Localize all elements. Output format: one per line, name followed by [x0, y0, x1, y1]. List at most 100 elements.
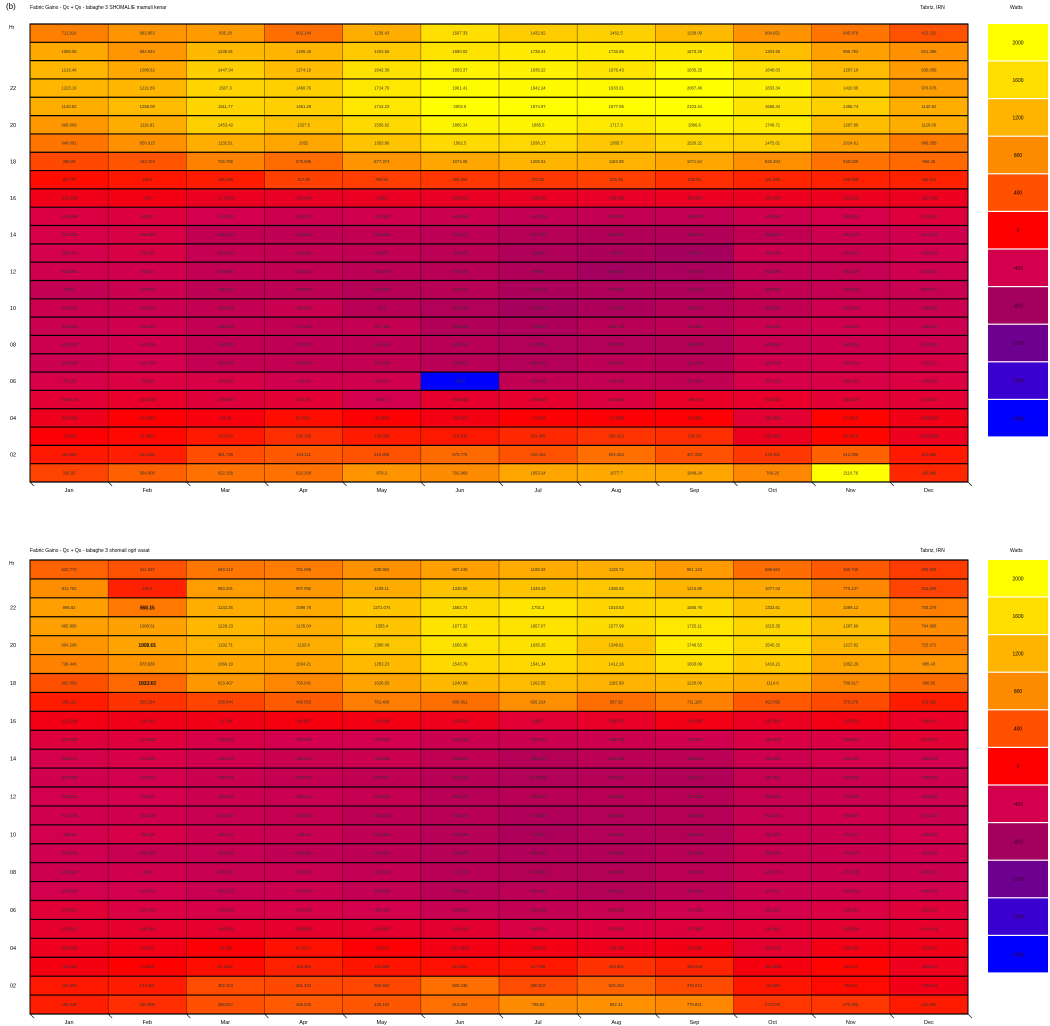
heatmap-cell [499, 24, 578, 43]
heatmap-cell [264, 976, 344, 996]
heatmap-cell [577, 919, 656, 939]
cell-value-label: 316.45 [610, 177, 623, 182]
colorbar-swatch [988, 362, 1048, 399]
cell-value-label: 985.792 [843, 49, 859, 54]
y-tick-label: 04 [10, 416, 16, 422]
cell-value-label: -95.603 [531, 945, 546, 950]
heatmap-cell [577, 317, 656, 336]
colorbar-tick-label: 400 [1014, 191, 1023, 197]
heatmap-cell [577, 635, 656, 655]
heatmap-cell [499, 188, 578, 208]
colorbar-tick-label: -2000 [1012, 952, 1025, 958]
colorbar-tick-label: -400 [1013, 802, 1023, 808]
heatmap-cell [577, 42, 656, 62]
heatmap-cell [420, 463, 500, 483]
heatmap-cell [499, 280, 578, 300]
cell-value-label: -372.122 [764, 379, 781, 384]
heatmap-cell [186, 673, 265, 693]
heatmap-cell [655, 673, 734, 693]
heatmap-cell [30, 24, 109, 43]
heatmap-cell [577, 97, 656, 116]
cell-value-label: 381.726 [218, 452, 234, 457]
heatmap-cell [889, 317, 969, 336]
cell-value-label: 361.334 [296, 983, 312, 988]
heatmap-cell [499, 673, 578, 693]
cell-value-label: -256.136 [452, 926, 469, 931]
cell-value-label: -436.016 [842, 889, 859, 894]
cell-value-label: 1447.34 [218, 67, 234, 72]
cell-value-label: 402.059 [62, 680, 78, 685]
heatmap-cell [733, 42, 813, 62]
cell-value-label: 1738.41 [531, 49, 547, 54]
heatmap-cell [342, 335, 422, 355]
heatmap-cell [733, 298, 813, 318]
cell-value-label: -456.216 [61, 305, 78, 310]
y-tick-label: 08 [10, 343, 16, 349]
heatmap-cell [420, 560, 500, 580]
cell-value-label: -386.112 [61, 756, 78, 761]
cell-value-label: 1132.51 [218, 141, 233, 146]
cell-value-label: -403.065 [295, 737, 312, 742]
heatmap-cell [30, 843, 109, 864]
cell-value-label: 334.606 [921, 586, 937, 591]
cell-value-label: -462.206 [921, 342, 938, 347]
cell-value-label: 295.534 [921, 567, 937, 572]
cell-value-label: 705.278 [921, 605, 937, 610]
heatmap-cell [186, 298, 265, 318]
cell-value-label: 1977.06 [609, 104, 625, 109]
cell-value-label: 1355.4 [375, 624, 388, 629]
heatmap-cell [577, 353, 656, 373]
cell-value-label: -372.23 [62, 379, 77, 384]
cell-value-label: -353.612 [842, 737, 859, 742]
cell-value-label: -115.025 [843, 718, 860, 723]
cell-value-label: -724.025 [530, 287, 547, 292]
heatmap-cell [186, 560, 265, 580]
heatmap-cell [889, 654, 969, 674]
heatmap-cell [30, 824, 109, 845]
colorbar-swatch [988, 61, 1048, 98]
colorbar-tick-label: -800 [1013, 840, 1023, 846]
cell-value-label: -650.316 [686, 305, 703, 310]
cell-value-label: -139.003 [608, 945, 625, 950]
heatmap-cell [811, 317, 891, 336]
heatmap-cell [264, 730, 344, 750]
heatmap-cell [889, 843, 969, 864]
heatmap-cell [655, 152, 734, 171]
cell-value-label: 1642.39 [374, 67, 390, 72]
cell-value-label: -312.063 [139, 737, 156, 742]
heatmap-cell [186, 152, 265, 171]
colorbar-title: Watts [1010, 5, 1023, 11]
cell-value-label: -195.421 [921, 718, 938, 723]
cell-value-label: -633.706 [608, 324, 625, 329]
x-tick-label: Dec [924, 488, 934, 494]
cell-value-label: -573.559 [295, 232, 312, 237]
heatmap-cell [655, 976, 734, 996]
heatmap-cell [655, 97, 734, 116]
heatmap-cell [499, 262, 578, 281]
cell-value-label: -790.65 [687, 251, 702, 256]
cell-value-label: 1221.89 [140, 86, 156, 91]
cell-value-label: -190.426 [452, 196, 469, 201]
heatmap-cell [499, 919, 578, 939]
heatmap-cell [733, 560, 813, 580]
heatmap-cell [889, 445, 969, 465]
cell-value-label: -607.074 [373, 269, 390, 274]
heatmap-cell [655, 957, 734, 977]
cell-value-label: -471.203 [921, 813, 938, 818]
heatmap-cell [811, 243, 891, 263]
heatmap-cell [108, 597, 187, 618]
cell-value-label: 811.702 [62, 586, 77, 591]
heatmap-cell [264, 97, 344, 116]
cell-value-label: -462.206 [61, 342, 78, 347]
heatmap-cell [264, 60, 344, 80]
heatmap-cell [186, 597, 265, 618]
cell-value-label: -539.063 [373, 889, 390, 894]
heatmap-cell [108, 635, 187, 655]
x-tick-label: Dec [924, 1020, 934, 1026]
heatmap-cell [889, 749, 969, 769]
cell-value-label: -684.304 [452, 324, 469, 329]
heatmap-cell [889, 805, 969, 826]
heatmap-cell [811, 673, 891, 693]
cell-value-label: -627.208 [452, 269, 469, 274]
cell-value-label: -538.063 [686, 214, 703, 219]
